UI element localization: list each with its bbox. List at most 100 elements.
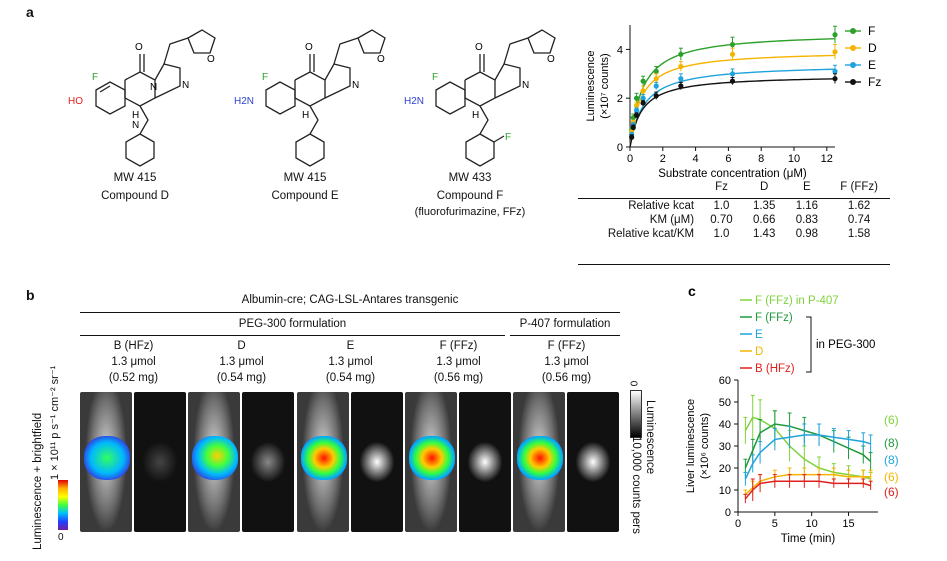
x-tick-label: 5 [772, 518, 778, 530]
legend-label: E [755, 329, 763, 341]
table-header: F (FFz) [840, 181, 878, 193]
sample-size-label: (6) [884, 413, 899, 427]
y-tick-label: 50 [719, 397, 731, 409]
mouse-image-color [405, 392, 457, 532]
y-tick-label: 30 [719, 441, 731, 453]
legend-marker [850, 45, 856, 51]
data-point [729, 78, 736, 84]
y-axis-unit: (×10⁷ counts) [599, 53, 611, 118]
legend-label: Fz [868, 75, 881, 89]
panel-letter-c: c [688, 283, 696, 299]
x-tick-label: 2 [660, 153, 666, 165]
nitrogen-label-2: N [150, 82, 157, 93]
left-scale-text: 1 × 10¹¹ p s⁻¹ cm⁻² sr⁻¹ [49, 365, 61, 480]
legend-bracket [806, 316, 812, 373]
luminescence-blob [409, 436, 455, 480]
column-substrate-name: F (FFz) [547, 340, 586, 352]
hydrogen-label: H [302, 110, 309, 121]
x-tick-label: 15 [842, 518, 854, 530]
title-rule [80, 312, 620, 313]
y-tick-label: 40 [719, 419, 731, 431]
data-point [640, 78, 646, 84]
panel-b-title: Albumin-cre; CAG-LSL-Antares transgenic [241, 294, 459, 306]
column-mass: (0.56 mg) [541, 372, 592, 384]
left-scale-text-wrap: 1 × 10¹¹ p s⁻¹ cm⁻² sr⁻¹ [48, 300, 62, 480]
hydrogen-label: H [132, 110, 139, 121]
legend-label: F (FFz) in P-407 [755, 295, 839, 307]
nitrogen-label: N [352, 80, 359, 91]
legend-bracket-label: in PEG-300 [816, 339, 875, 351]
y-tick-label: 0 [617, 142, 623, 154]
data-point [653, 76, 659, 82]
mouse-image-gray [459, 392, 511, 532]
legend-label: F (FFz) [755, 312, 793, 324]
column-mass: (0.54 mg) [325, 372, 376, 384]
furan-oxygen-label: O [547, 54, 555, 65]
table-row: Relative kcat 1.0 1.35 1.16 1.62 [578, 199, 890, 213]
chemical-structures: O N N H N O F HO O N H O F H2N [68, 29, 556, 167]
table-cell: 1.16 [795, 200, 819, 212]
column-dose: 1.3 μmol [219, 356, 264, 368]
mouse-image-gray [567, 392, 619, 532]
y-axis-label: Liver luminescence [685, 399, 697, 493]
luminescence-blob [517, 436, 563, 480]
hydroxyl-label: HO [68, 96, 83, 107]
peg300-rule [80, 335, 505, 336]
table-row: KM (μM) 0.70 0.66 0.83 0.74 [578, 213, 890, 227]
y-axis-unit: (×10⁶ counts) [699, 413, 711, 479]
mouse-image-gray [134, 392, 186, 532]
table-cell: 0.66 [752, 214, 776, 226]
luminescence-blob [301, 436, 347, 480]
compound-f-subname: (fluorofurimazine, FFz) [414, 206, 526, 218]
right-scale-text: 10,000 counts pers [630, 436, 642, 534]
p407-rule [510, 335, 620, 336]
x-axis-label: Time (min) [781, 533, 836, 545]
compound-e-mw: MW 415 [283, 172, 327, 184]
data-point [640, 100, 646, 106]
table-header: E [803, 181, 811, 193]
column-substrate-name: B (HFz) [113, 340, 154, 352]
x-axis-label: Substrate concentration (μM) [658, 168, 807, 180]
data-point [832, 76, 838, 82]
legend-marker [850, 79, 856, 85]
table-cell: 0.70 [710, 214, 733, 226]
luminescence-blob [192, 436, 238, 480]
data-point [729, 41, 736, 48]
sample-size-label: (8) [884, 436, 899, 450]
compound-f-mw: MW 433 [448, 172, 492, 184]
legend-label: D [755, 346, 763, 358]
table-row: Relative kcat/KM 1.0 1.43 0.98 1.58 [578, 227, 890, 241]
left-scale-zero: 0 [58, 532, 64, 543]
kinetics-table: Fz D E F (FFz) Relative kcat 1.0 1.35 1.… [578, 180, 890, 241]
data-point [729, 71, 736, 77]
table-cell: 1.0 [713, 200, 730, 212]
chart-panel-a: 0 2 4 6 8 10 12 0 2 4 Substrate concentration (μM)… [585, 24, 881, 180]
table-rule-bottom [578, 264, 890, 265]
series-line [744, 434, 871, 480]
peg300-label: PEG-300 formulation [238, 318, 347, 330]
column-mass: (0.52 mg) [108, 372, 159, 384]
y-tick-label: 4 [617, 44, 623, 56]
table-cell: 1.62 [847, 200, 871, 212]
column-mass: (0.54 mg) [216, 372, 267, 384]
sample-size-label: (6) [884, 485, 899, 499]
data-point [832, 49, 838, 55]
data-point [832, 68, 838, 74]
data-point [633, 102, 640, 109]
row-label: KM (μM) [649, 214, 695, 226]
x-tick-label: 6 [725, 153, 731, 165]
table-cell: 1.0 [713, 228, 730, 240]
column-substrate-name: F (FFz) [439, 340, 478, 352]
luminescence-blob [84, 436, 130, 480]
x-tick-label: 12 [821, 153, 833, 165]
column-mass: (0.56 mg) [433, 372, 484, 384]
y-tick-label: 2 [617, 93, 623, 105]
panel-letter-b: b [26, 287, 35, 303]
x-tick-label: 0 [735, 518, 741, 530]
series-line [744, 473, 871, 495]
data-point [633, 112, 640, 118]
legend-label: F [868, 24, 875, 38]
grayscale-bar [630, 390, 642, 438]
data-point [640, 88, 646, 94]
nitrogen-label: N [522, 80, 529, 91]
